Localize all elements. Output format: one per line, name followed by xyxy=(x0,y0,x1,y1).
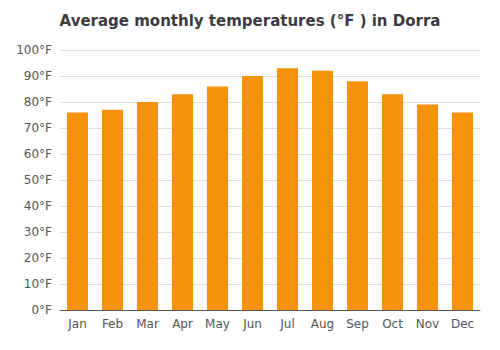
svg-text:Jan: Jan xyxy=(67,317,87,331)
svg-text:Nov: Nov xyxy=(416,317,439,331)
svg-text:Feb: Feb xyxy=(102,317,123,331)
svg-text:Average monthly temperatures (: Average monthly temperatures (°F ) in Do… xyxy=(60,12,441,30)
svg-text:0°F: 0°F xyxy=(31,303,52,317)
svg-text:Jul: Jul xyxy=(279,317,294,331)
svg-text:90°F: 90°F xyxy=(24,69,52,83)
svg-text:30°F: 30°F xyxy=(24,225,52,239)
svg-text:100°F: 100°F xyxy=(16,43,52,57)
svg-text:Oct: Oct xyxy=(382,317,403,331)
svg-text:80°F: 80°F xyxy=(24,95,52,109)
svg-text:50°F: 50°F xyxy=(24,173,52,187)
svg-text:May: May xyxy=(205,317,230,331)
svg-text:70°F: 70°F xyxy=(24,121,52,135)
svg-text:Jun: Jun xyxy=(242,317,262,331)
svg-text:Mar: Mar xyxy=(136,317,159,331)
svg-text:40°F: 40°F xyxy=(24,199,52,213)
svg-text:Dec: Dec xyxy=(451,317,474,331)
svg-text:20°F: 20°F xyxy=(24,251,52,265)
svg-text:60°F: 60°F xyxy=(24,147,52,161)
svg-text:Sep: Sep xyxy=(346,317,369,331)
svg-text:Apr: Apr xyxy=(172,317,193,331)
svg-text:10°F: 10°F xyxy=(24,277,52,291)
svg-text:Aug: Aug xyxy=(311,317,334,331)
